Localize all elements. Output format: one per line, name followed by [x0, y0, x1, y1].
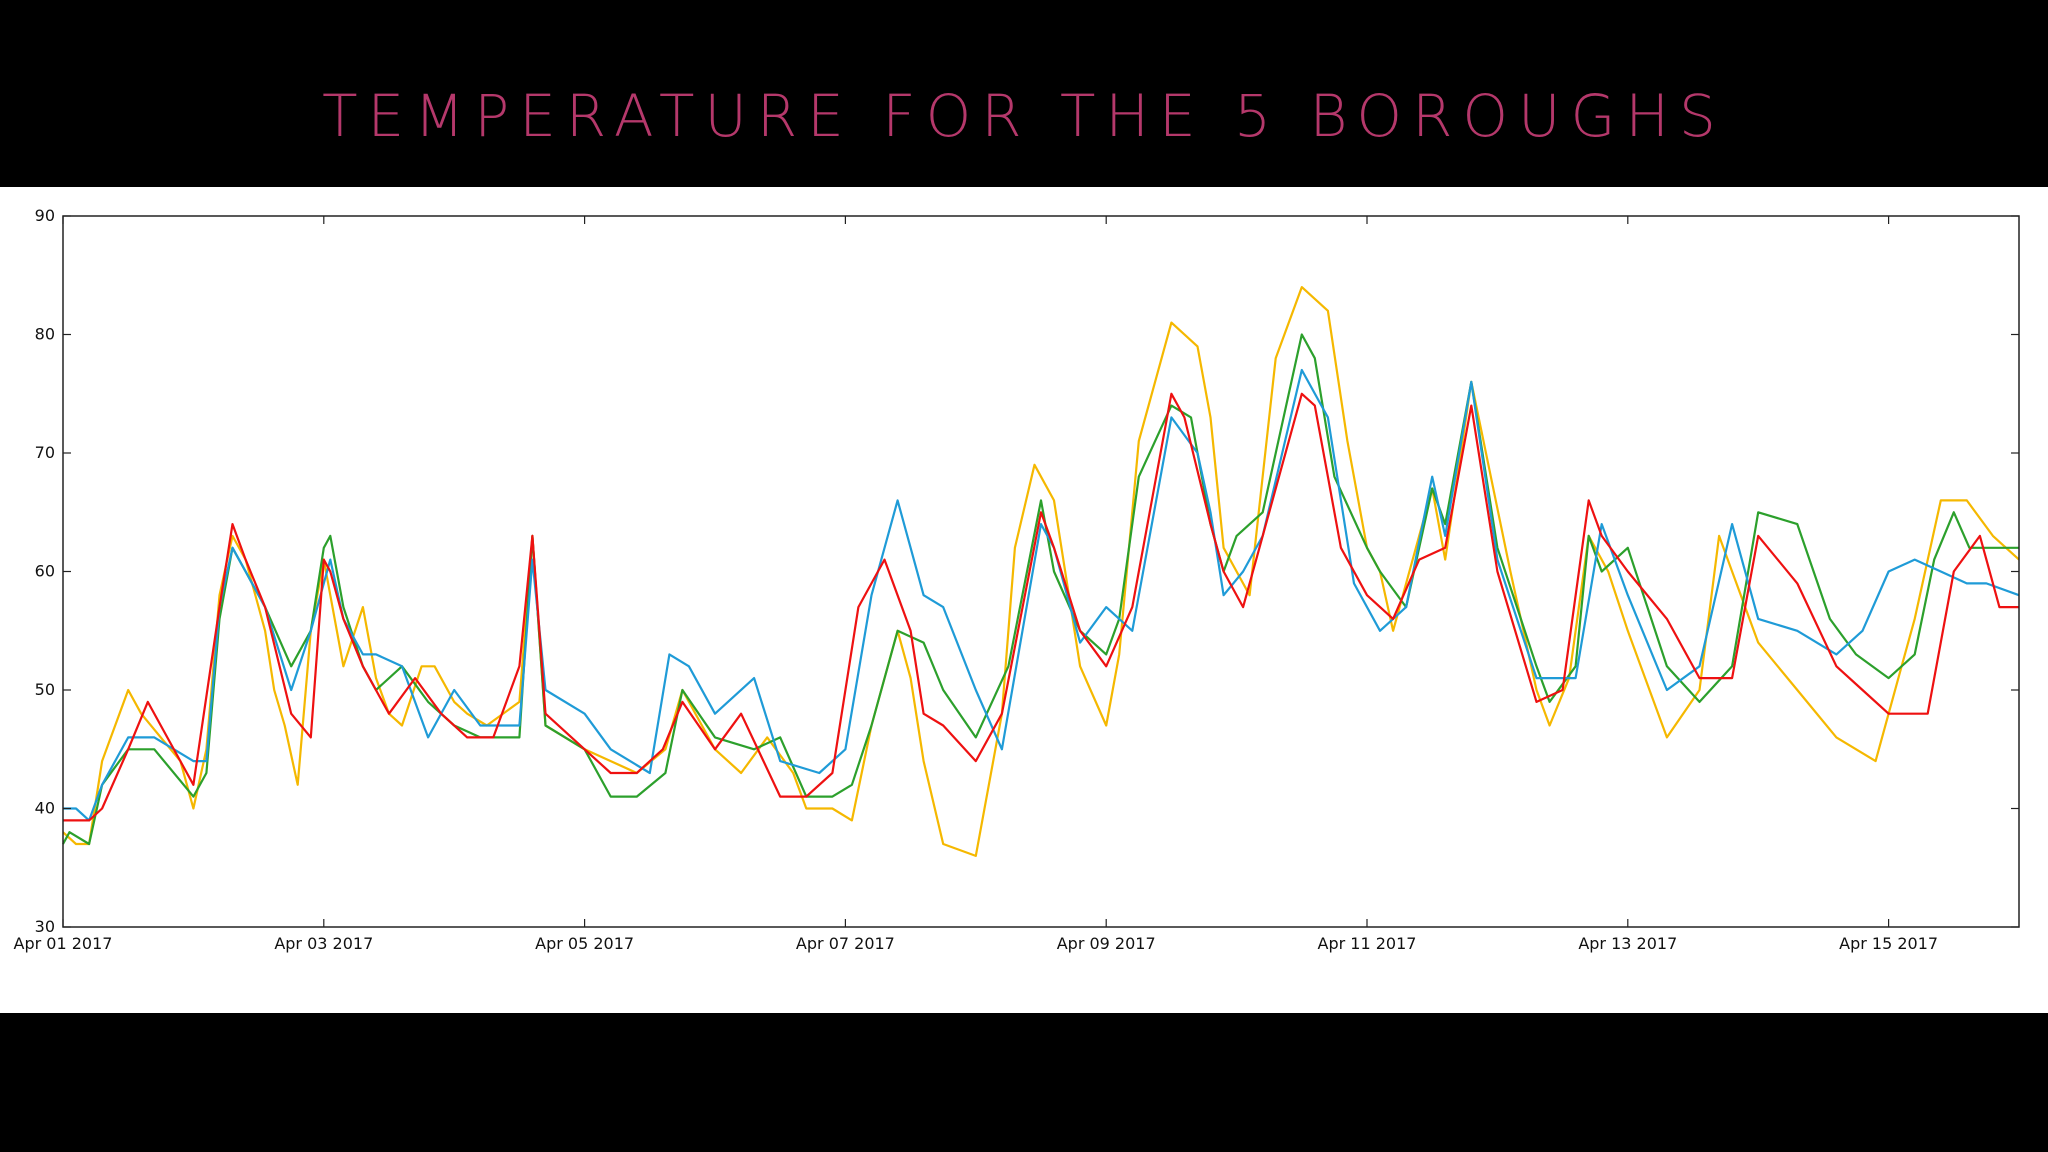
x-tick-label: Apr 15 2017: [1839, 934, 1938, 953]
x-tick-label: Apr 07 2017: [796, 934, 895, 953]
y-tick-label: 40: [35, 799, 55, 818]
series-yellow-line: [62, 286, 2020, 857]
x-tick-label: Apr 09 2017: [1057, 934, 1156, 953]
y-tick-label: 30: [35, 917, 55, 936]
axis-ticks: 30 40 50 60 70 80 90 Apr 01 2017 Apr 03 2017 Apr …: [14, 206, 2019, 953]
slide-title: TEMPERATURE FOR THE 5 BOROUGHS: [322, 82, 1726, 150]
series-red-line: [63, 392, 2019, 822]
y-tick-label: 80: [35, 325, 55, 344]
x-tick-label: Apr 11 2017: [1318, 934, 1417, 953]
temperature-line-chart: 30 40 50 60 70 80 90 Apr 01 2017 Apr 03 2017 Apr …: [14, 206, 2020, 953]
x-tick-label: Apr 13 2017: [1578, 934, 1677, 953]
y-tick-label: 50: [35, 680, 55, 699]
series-lines: [62, 286, 2020, 857]
plot-frame: [62, 215, 2020, 928]
x-tick-label: Apr 03 2017: [274, 934, 373, 953]
series-green-line: [62, 333, 2019, 846]
y-tick-label: 60: [35, 562, 55, 581]
x-tick-label: Apr 05 2017: [535, 934, 634, 953]
chart-panel: 30 40 50 60 70 80 90 Apr 01 2017 Apr 03 2017 Apr …: [0, 187, 2048, 1013]
series-blue-line: [63, 368, 2020, 822]
y-tick-label: 70: [35, 443, 55, 462]
x-tick-label: Apr 01 2017: [14, 934, 113, 953]
y-tick-label: 90: [35, 206, 55, 225]
